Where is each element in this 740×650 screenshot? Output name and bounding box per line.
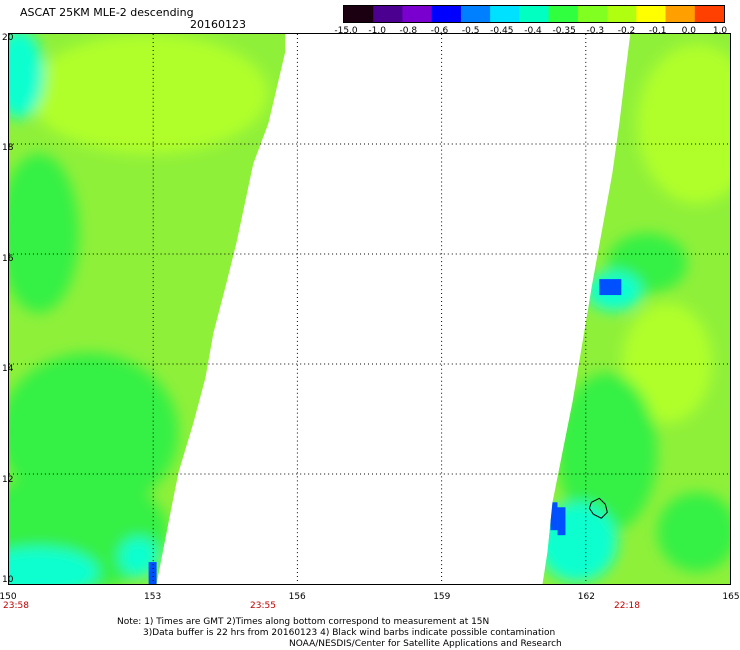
- latitude-tick-label: 18: [2, 143, 14, 154]
- note-line-3: NOAA/NESDIS/Center for Satellite Applica…: [289, 639, 562, 649]
- lat-lon-gridlines: [9, 34, 730, 584]
- color-scale-label: -0.2: [617, 26, 636, 36]
- color-scale-label: -0.4: [524, 26, 542, 36]
- color-scale-labels: -15.0 -1.0 -0.8 -0.6 -0.5 -0.45 -0.4 -0.35 -0.3 -…: [0, 26, 740, 40]
- latitude-tick-label: 20: [2, 33, 14, 43]
- longitude-tick-label: 162: [577, 592, 595, 602]
- longitude-tick-label: 159: [433, 592, 451, 602]
- color-scale-swatch: [577, 6, 608, 22]
- color-scale-label: -15.0: [334, 26, 358, 36]
- color-scale-swatch: [373, 6, 403, 22]
- longitude-tick-label: 150: [0, 592, 17, 602]
- pass-time-label: 23:58: [3, 601, 29, 611]
- left-swath: [9, 34, 286, 584]
- color-scale-label: -0.45: [490, 26, 514, 36]
- note-line-1: Note: 1) Times are GMT 2)Times along bot…: [117, 617, 490, 627]
- note-line-2: 3)Data buffer is 22 hrs from 20160123 4)…: [143, 628, 556, 638]
- contamination-contour: [588, 497, 608, 519]
- color-scale-label: -1.0: [368, 26, 386, 36]
- longitude-tick-label: 153: [144, 592, 162, 602]
- color-scale-label: 1.0: [712, 26, 728, 36]
- color-scale-bar: [343, 5, 725, 23]
- latitude-tick-label: 16: [2, 253, 14, 264]
- pass-time-label: 23:55: [250, 601, 276, 611]
- color-scale-swatch: [519, 6, 550, 22]
- longitude-tick-label: 156: [288, 592, 306, 602]
- color-scale-label: -0.8: [399, 26, 418, 36]
- color-scale-swatch: [431, 6, 462, 22]
- product-date: 20160123: [190, 18, 246, 31]
- latitude-tick-label: 12: [2, 474, 14, 485]
- color-scale-swatch: [344, 6, 374, 22]
- longitude-tick-label: 165: [722, 592, 740, 602]
- swath-map: [8, 33, 731, 585]
- color-scale-label: -0.6: [430, 26, 449, 36]
- color-scale-swatch: [402, 6, 433, 22]
- color-scale-swatch: [665, 6, 696, 22]
- product-title: ASCAT 25KM MLE-2 descending: [20, 6, 194, 19]
- color-scale-label: -0.5: [461, 26, 480, 36]
- color-scale-swatch: [607, 6, 637, 22]
- right-swath: [542, 34, 730, 584]
- latitude-tick-label: 10: [2, 575, 14, 585]
- pass-time-label: 22:18: [614, 601, 640, 611]
- color-scale-swatch: [636, 6, 667, 22]
- color-scale-swatch: [460, 6, 491, 22]
- color-scale-label: 0.0: [681, 26, 696, 36]
- color-scale-label: -0.1: [648, 26, 667, 36]
- color-scale-swatch: [490, 6, 520, 22]
- color-scale-swatch: [548, 6, 579, 22]
- color-scale-label: -0.35: [552, 26, 576, 36]
- color-scale-label: -0.3: [586, 26, 605, 36]
- color-scale-swatch: [694, 6, 724, 22]
- latitude-tick-label: 14: [2, 364, 14, 375]
